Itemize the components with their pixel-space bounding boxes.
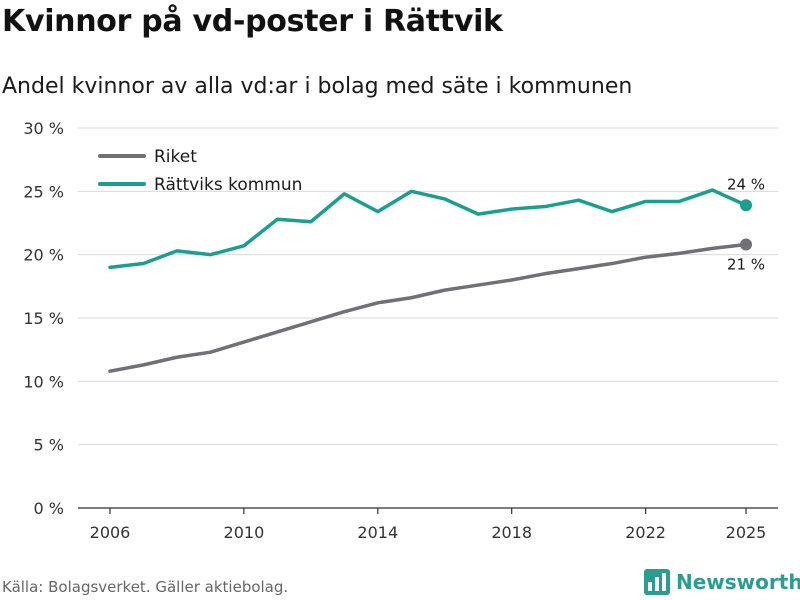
series-end-point: [740, 238, 752, 251]
x-tick-label: 2010: [224, 523, 265, 542]
end-value-label: 24 %: [727, 175, 765, 193]
source-note: Källa: Bolagsverket. Gäller aktiebolag.: [2, 578, 289, 596]
x-tick-label: 2022: [625, 523, 666, 542]
bar-chart-logo-icon: [644, 569, 670, 595]
axes: 0 % 5 % 10 % 15 % 20 % 25 % 30 % 2006 2010 2014 20…: [23, 119, 778, 542]
y-tick-label: 10 %: [23, 372, 64, 391]
x-tick-label: 2025: [726, 523, 767, 542]
series-line: [108, 188, 748, 270]
x-tick-label: 2006: [90, 523, 131, 542]
chart-subtitle: Andel kvinnor av alla vd:ar i bolag med …: [2, 74, 633, 99]
x-tick-label: 2018: [491, 523, 532, 542]
y-tick-label: 30 %: [23, 119, 64, 138]
y-tick-label: 25 %: [23, 182, 64, 201]
y-tick-label: 15 %: [23, 309, 64, 328]
legend: Riket Rättviks kommun: [98, 147, 302, 195]
x-tick-label: 2014: [357, 523, 398, 542]
end-value-label: 21 %: [727, 256, 765, 274]
legend-label: Rättviks kommun: [154, 175, 302, 195]
chart-title: Kvinnor på vd-poster i Rättvik: [2, 4, 503, 39]
y-tick-label: 5 %: [34, 436, 64, 455]
y-tick-label: 20 %: [23, 246, 64, 265]
brand-name: Newsworthy: [676, 570, 800, 594]
brand-logo: Newsworthy: [644, 569, 800, 595]
legend-label: Riket: [154, 147, 197, 167]
series-end-point: [740, 199, 752, 212]
y-tick-label: 0 %: [34, 499, 64, 518]
series-line: [108, 242, 748, 373]
series-lines: 21 % 24 %: [108, 175, 765, 373]
